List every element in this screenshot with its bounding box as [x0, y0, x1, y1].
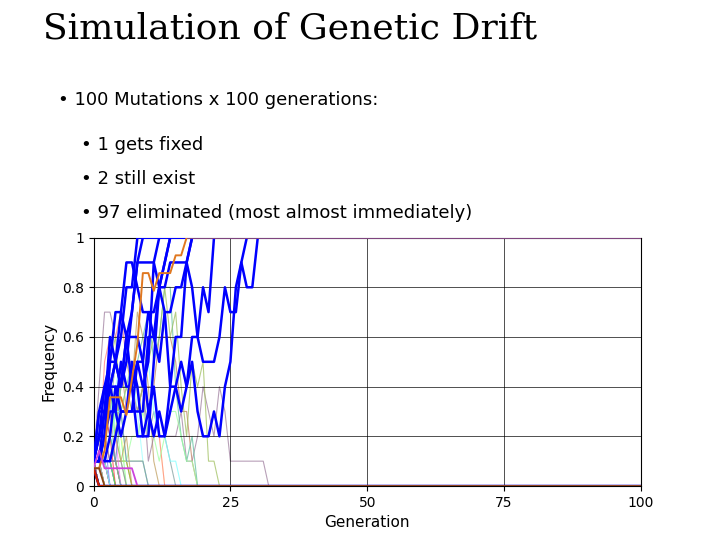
Text: • 100 Mutations x 100 generations:: • 100 Mutations x 100 generations: — [58, 91, 378, 109]
Y-axis label: Frequency: Frequency — [41, 322, 56, 401]
Text: Simulation of Genetic Drift: Simulation of Genetic Drift — [43, 11, 537, 45]
Text: • 1 gets fixed: • 1 gets fixed — [58, 136, 203, 154]
Text: • 2 still exist: • 2 still exist — [58, 170, 194, 188]
Text: • 97 eliminated (most almost immediately): • 97 eliminated (most almost immediately… — [58, 204, 472, 222]
X-axis label: Generation: Generation — [325, 515, 410, 530]
